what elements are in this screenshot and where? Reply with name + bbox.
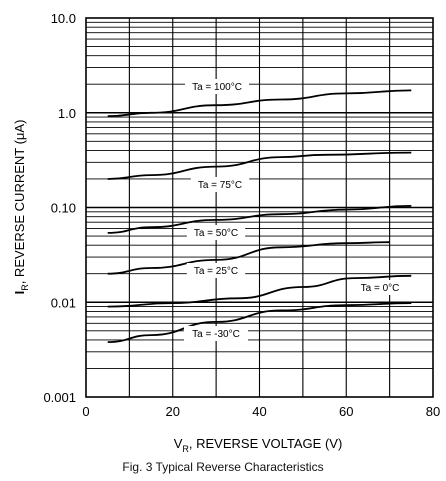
x-tick-label: 60 bbox=[339, 404, 353, 419]
y-tick-label: 1.0 bbox=[58, 106, 76, 121]
x-tick-label: 20 bbox=[166, 404, 180, 419]
y-tick-label: 0.10 bbox=[51, 201, 76, 216]
curve-label-bg bbox=[353, 280, 407, 295]
curve-label: Ta = -30°C bbox=[192, 329, 240, 340]
figure-caption: Fig. 3 Typical Reverse Characteristics bbox=[122, 460, 324, 474]
series-line bbox=[107, 274, 412, 308]
series-line bbox=[107, 241, 390, 275]
curve-label: Ta = 50°C bbox=[194, 228, 238, 239]
curve-label: Ta = 0°C bbox=[361, 283, 400, 294]
curve-label: Ta = 75°C bbox=[198, 180, 242, 191]
y-tick-label: 0.001 bbox=[43, 390, 76, 405]
curve-label-bg bbox=[190, 177, 250, 192]
curve-label-bg bbox=[186, 263, 246, 278]
data-curves bbox=[107, 89, 412, 343]
grid-lines bbox=[86, 18, 433, 397]
y-tick-label: 0.01 bbox=[51, 295, 76, 310]
y-axis-label: IR, REVERSE CURRENT (μA) bbox=[12, 120, 30, 295]
curve-label: Ta = 25°C bbox=[194, 266, 238, 277]
series-line bbox=[107, 302, 412, 343]
curve-label-bg bbox=[185, 79, 249, 94]
series-line bbox=[107, 89, 412, 118]
x-tick-label: 40 bbox=[252, 404, 266, 419]
curve-label: Ta = 100°C bbox=[192, 82, 242, 93]
x-axis-label: VR, REVERSE VOLTAGE (V) bbox=[174, 436, 343, 454]
x-tick-labels: 0 20 40 60 80 bbox=[82, 404, 440, 419]
series-line bbox=[107, 205, 412, 234]
series-line bbox=[107, 151, 412, 180]
plot-frame bbox=[85, 17, 434, 398]
curve-label-bg bbox=[184, 326, 248, 341]
y-tick-label: 10.0 bbox=[51, 11, 76, 26]
y-tick-labels: 10.0 1.0 0.10 0.01 0.001 bbox=[43, 11, 76, 405]
x-tick-label: 80 bbox=[426, 404, 440, 419]
x-tick-label: 0 bbox=[82, 404, 89, 419]
curve-labels: Ta = 100°C Ta = 75°C Ta = 50°C Ta = 25°C Ta … bbox=[184, 79, 407, 341]
curve-label-bg bbox=[186, 225, 246, 240]
